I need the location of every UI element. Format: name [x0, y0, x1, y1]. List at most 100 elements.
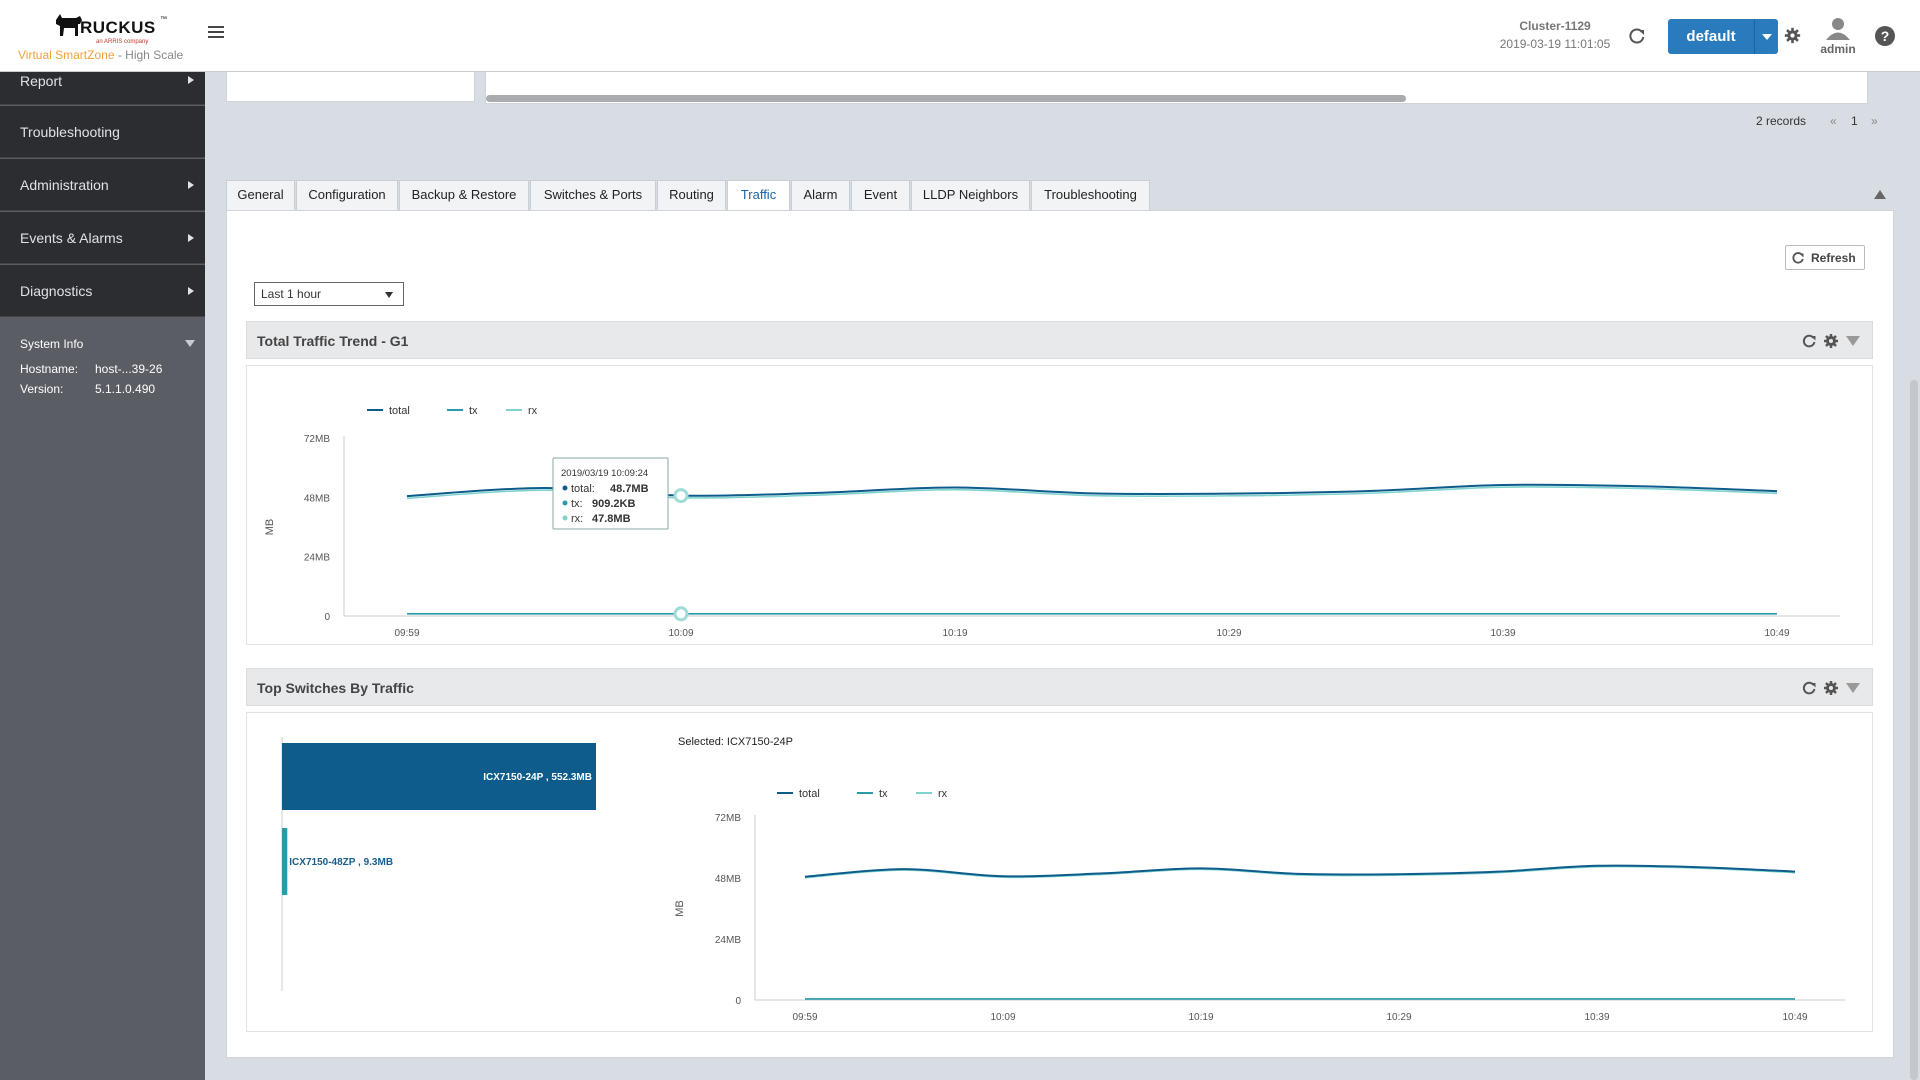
y-tick-label: 24MB	[715, 935, 741, 946]
refresh-icon	[1792, 252, 1804, 264]
y-tick-label: 72MB	[715, 813, 741, 824]
sidebar-item-administration[interactable]: Administration	[0, 159, 205, 211]
tab-event[interactable]: Event	[851, 180, 910, 210]
system-info-title: System Info	[20, 337, 84, 351]
sidebar-item-diagnostics[interactable]: Diagnostics	[0, 265, 205, 317]
pager-prev[interactable]: «	[1830, 114, 1837, 128]
pager-page[interactable]: 1	[1851, 114, 1858, 128]
x-tick-label: 10:09	[668, 628, 693, 639]
hamburger-menu-icon[interactable]	[208, 26, 224, 40]
widget-collapse-icon[interactable]	[1845, 680, 1861, 696]
cluster-name: Cluster-1129	[1519, 19, 1591, 33]
records-count: 2 records	[1756, 114, 1807, 128]
version-row: Version: 5.1.1.0.490	[20, 382, 155, 396]
version-label: Version:	[20, 382, 64, 396]
sidebar-item-label: Troubleshooting	[20, 124, 120, 140]
chart-tooltip: 2019/03/19 10:09:24 total: 48.7MB tx: 909.2K…	[552, 457, 669, 530]
x-tick-label: 10:19	[942, 628, 967, 639]
tab-backup-restore[interactable]: Backup & Restore	[399, 180, 529, 210]
tab-alarm[interactable]: Alarm	[791, 180, 850, 210]
time-range-select[interactable]: Last 1 hour	[254, 282, 404, 306]
widget-title: Top Switches By Traffic	[257, 680, 414, 696]
total-traffic-chart: 0 24MB 48MB 72MB MB 09:59 10:09 10:19 10:29 10:39…	[264, 405, 1840, 639]
tab-troubleshooting[interactable]: Troubleshooting	[1031, 180, 1150, 210]
tab-switches-ports[interactable]: Switches & Ports	[530, 180, 656, 210]
top-switches-widget-header: Top Switches By Traffic	[246, 668, 1873, 706]
y-tick-label: 48MB	[304, 493, 330, 504]
legend-label-total: total	[389, 405, 410, 417]
bar-label: ICX7150-48ZP , 9.3MB	[289, 857, 393, 868]
sidebar-item-label: Events & Alarms	[20, 230, 123, 246]
bar-label: ICX7150-24P , 552.3MB	[483, 772, 592, 783]
ruckus-logo[interactable]: RUCKUS ™ an ARRIS company Virtual SmartZ…	[18, 10, 198, 65]
horizontal-scrollbar[interactable]	[486, 95, 1406, 102]
table-frozen-column	[226, 72, 475, 102]
y-tick-label: 72MB	[304, 434, 330, 445]
legend-label-tx: tx	[879, 788, 888, 800]
legend-label-total: total	[799, 788, 820, 800]
tooltip-dot-tx	[562, 500, 568, 506]
tooltip-box	[552, 457, 669, 530]
tooltip-dot-rx	[562, 515, 568, 521]
logo-wordmark: RUCKUS	[80, 18, 156, 37]
tab-lldp-neighbors[interactable]: LLDP Neighbors	[911, 180, 1030, 210]
tab-configuration[interactable]: Configuration	[296, 180, 398, 210]
bar-ICX7150-48ZP	[282, 828, 288, 895]
y-tick-label: 0	[324, 612, 330, 623]
x-tick-label: 10:49	[1782, 1012, 1807, 1023]
gear-icon[interactable]	[1784, 27, 1801, 44]
user-menu[interactable]: admin	[1818, 15, 1858, 60]
chevron-right-icon	[188, 76, 194, 84]
logo-subtitle: an ARRIS company	[96, 39, 149, 45]
legend-label-rx: rx	[528, 405, 538, 417]
legend-label-tx: tx	[469, 405, 478, 417]
tab-general[interactable]: General	[226, 180, 295, 210]
chevron-down-icon[interactable]	[1754, 19, 1778, 54]
widget-gear-icon[interactable]	[1823, 680, 1839, 696]
y-tick-label: 24MB	[304, 553, 330, 564]
tab-routing[interactable]: Routing	[657, 180, 726, 210]
total-traffic-widget-header: Total Traffic Trend - G1	[246, 321, 1873, 359]
sidebar-item-label: Administration	[20, 177, 109, 193]
refresh-button[interactable]: Refresh	[1785, 245, 1865, 270]
pager-next[interactable]: »	[1871, 114, 1878, 128]
product-name: Virtual SmartZone - High Scale	[18, 48, 183, 62]
top-header: RUCKUS ™ an ARRIS company Virtual SmartZ…	[0, 0, 1920, 72]
widget-gear-icon[interactable]	[1823, 333, 1839, 349]
collapse-up-icon[interactable]	[1874, 190, 1886, 199]
cluster-datetime: 2019-03-19 11:01:05	[1499, 37, 1611, 51]
sidebar-item-events-alarms[interactable]: Events & Alarms	[0, 212, 205, 264]
widget-refresh-icon[interactable]	[1801, 680, 1817, 696]
widget-collapse-icon[interactable]	[1845, 333, 1861, 349]
x-tick-label: 10:39	[1584, 1012, 1609, 1023]
series-line-total	[804, 864, 1796, 878]
x-tick-label: 10:29	[1216, 628, 1241, 639]
collapse-triangle-icon[interactable]	[185, 340, 195, 347]
x-tick-label: 10:19	[1188, 1012, 1213, 1023]
tooltip-label-tx: tx:	[571, 498, 583, 510]
product-tier: - High Scale	[117, 48, 184, 62]
time-range-value: Last 1 hour	[261, 287, 322, 301]
refresh-icon[interactable]	[1627, 26, 1647, 46]
widget-refresh-icon[interactable]	[1801, 333, 1817, 349]
help-icon[interactable]: ?	[1875, 26, 1895, 46]
chevron-down-icon	[385, 292, 393, 298]
vertical-scrollbar[interactable]	[1910, 380, 1918, 1080]
chevron-right-icon	[188, 287, 194, 295]
tooltip-value-total: 48.7MB	[610, 483, 649, 495]
sidebar-item-label: Report	[20, 73, 63, 89]
y-axis-label: MB	[674, 900, 686, 917]
user-icon	[1826, 18, 1850, 40]
total-traffic-chart-container: 0 24MB 48MB 72MB MB 09:59 10:09 10:19 10:29 10:39…	[246, 365, 1873, 645]
domain-dropdown-button[interactable]: default	[1668, 19, 1778, 54]
x-tick-label: 10:39	[1490, 628, 1515, 639]
widget-title: Total Traffic Trend - G1	[257, 333, 409, 349]
bar-ICX7150-24P	[282, 743, 596, 810]
refresh-label: Refresh	[1811, 251, 1856, 265]
top-switches-chart: ICX7150-24P , 552.3MB ICX7150-48ZP , 9.3M…	[281, 736, 1845, 1023]
tab-traffic[interactable]: Traffic	[727, 180, 790, 211]
sidebar-item-report[interactable]: Report	[0, 72, 205, 105]
sidebar-item-troubleshooting[interactable]: Troubleshooting	[0, 106, 205, 158]
sidebar-item-label: Diagnostics	[20, 283, 93, 299]
legend-label-rx: rx	[938, 788, 948, 800]
